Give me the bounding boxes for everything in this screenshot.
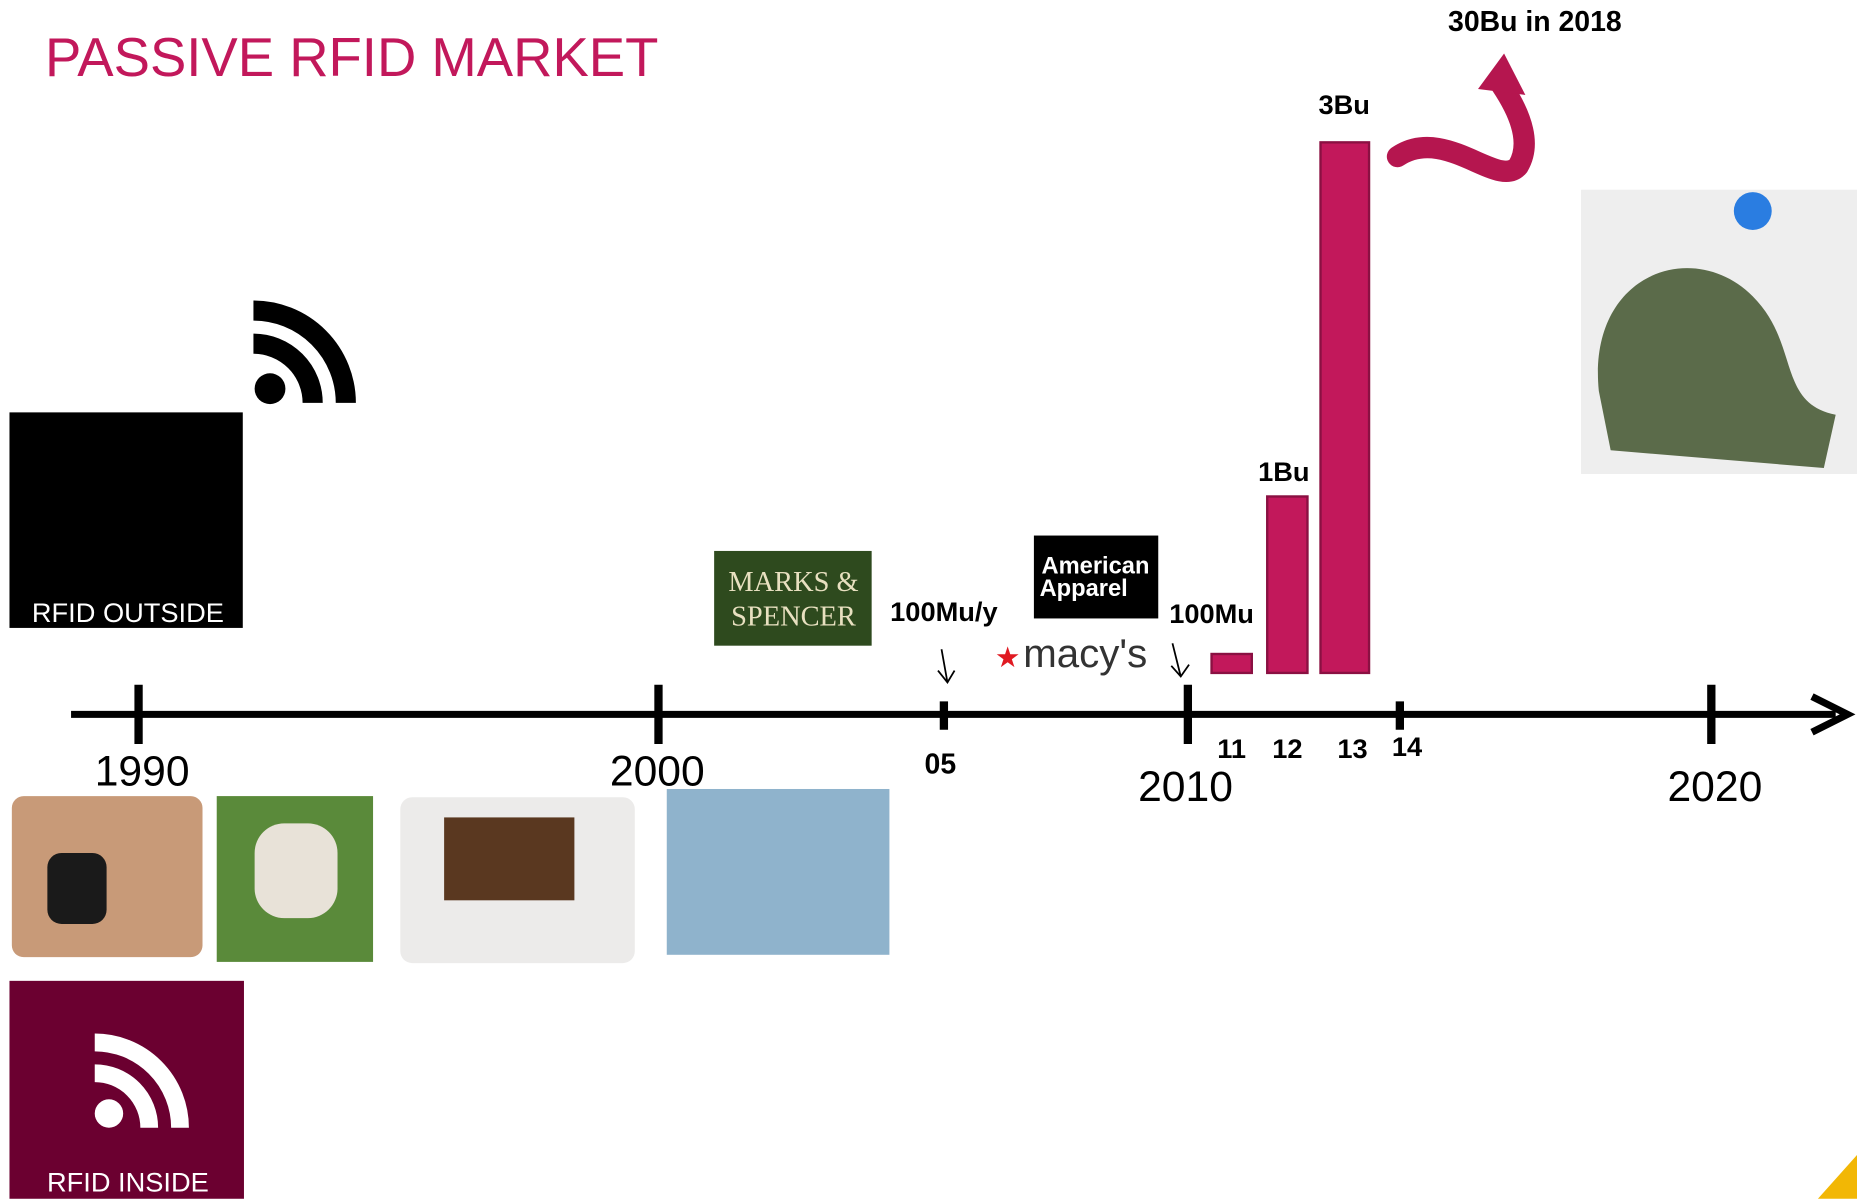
photo-keys — [12, 796, 203, 957]
year-label: 1990 — [95, 747, 190, 795]
bar-label: 100Mu — [1169, 598, 1254, 629]
bar-label: 1Bu — [1258, 456, 1309, 487]
photo-detail — [1734, 192, 1772, 230]
growth-arrow-head — [1478, 54, 1525, 95]
year-label: 2000 — [610, 747, 705, 795]
photo-textiles — [667, 789, 890, 955]
minor-label: 13 — [1337, 733, 1367, 764]
year-label: 2010 — [1138, 763, 1233, 811]
minor-label: 11 — [1217, 733, 1246, 764]
photo-detail — [47, 853, 106, 924]
photo-detail — [444, 817, 574, 900]
title: PASSIVE RFID MARKET — [45, 27, 658, 88]
logo-star: ★ — [995, 642, 1020, 674]
bar-label: 3Bu — [1318, 89, 1369, 120]
bar — [1267, 496, 1307, 672]
logo-text: SPENCER — [731, 602, 856, 633]
minor-label: 05 — [925, 749, 957, 781]
pointer — [938, 649, 955, 682]
badge-label: RFID OUTSIDE — [32, 597, 224, 628]
logo-text: Apparel — [1040, 576, 1128, 602]
logo-text: macy's — [1023, 631, 1147, 676]
bar — [1212, 654, 1252, 673]
badge-outside — [9, 412, 242, 628]
pointer — [1171, 643, 1189, 676]
bar — [1321, 142, 1370, 673]
annotation: 30Bu in 2018 — [1448, 6, 1622, 38]
photo-detail — [255, 823, 338, 918]
growth-arrow — [1397, 86, 1524, 172]
signal-icon — [253, 311, 345, 405]
badge-label: RFID INSIDE — [47, 1167, 209, 1198]
minor-label: 12 — [1272, 733, 1302, 764]
page: {"title": "PASSIVE RFID MARKET", "annota… — [0, 0, 1857, 1199]
minor-label: 14 — [1392, 731, 1422, 762]
slide: PASSIVE RFID MARKET RFID OUTSIDE RFID IN… — [0, 0, 1857, 1199]
logo-text: MARKS & — [728, 567, 858, 598]
note: 100Mu/y — [890, 596, 997, 627]
corner-accent — [1818, 1155, 1857, 1199]
year-label: 2020 — [1667, 763, 1762, 811]
